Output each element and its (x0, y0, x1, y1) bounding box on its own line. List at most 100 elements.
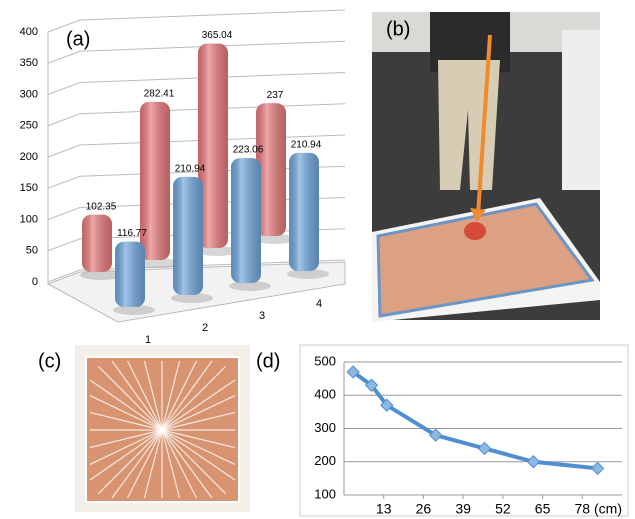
coil-trace (161, 395, 236, 431)
value-label: 210.94 (291, 140, 322, 151)
coil-trace (143, 429, 163, 499)
coil-trace (161, 411, 236, 431)
x-tick-label: 39 (455, 501, 471, 517)
bar-shine (289, 152, 319, 271)
coil-array (376, 202, 595, 318)
bar-shine (173, 176, 203, 295)
bar-shine (231, 158, 261, 283)
coil-trace (161, 379, 236, 431)
x-tick-label: 26 (416, 501, 432, 517)
bar-shadow (138, 258, 180, 268)
x-tick-label: 1 (145, 334, 151, 346)
coil-trace (89, 429, 163, 465)
marker (346, 365, 360, 379)
x-tick-label: 52 (495, 501, 511, 517)
y-tick-label: 350 (20, 57, 38, 69)
coil-trace (161, 365, 227, 431)
arrow (476, 34, 492, 216)
coil-trace (89, 379, 163, 431)
coil-trace (161, 429, 181, 499)
x-tick-label: 13 (376, 501, 392, 517)
photo-b: (b) (372, 12, 600, 322)
panel-label: (b) (386, 18, 410, 40)
coil-trace (111, 429, 163, 499)
y-tick-label: 500 (314, 353, 336, 368)
bar-shadow (196, 246, 238, 256)
bar-shine (115, 241, 145, 307)
value-label: 237 (267, 90, 284, 101)
panel-label: (d) (256, 350, 280, 372)
coil-trace (97, 365, 163, 431)
marker (590, 461, 605, 476)
coil-trace (161, 429, 236, 465)
grid-line (47, 40, 346, 64)
y-tick-label: 300 (20, 88, 38, 100)
x-axis-label: (cm) (594, 501, 622, 517)
bar-shine (140, 101, 170, 260)
coil-trace (143, 360, 163, 431)
value-label: 365.04 (202, 30, 233, 41)
y-tick-label: 100 (314, 486, 336, 501)
coil-trace (89, 429, 163, 481)
bar-shadow (113, 305, 155, 315)
bar-shine (256, 103, 286, 236)
x-tick-label: 2 (202, 322, 208, 334)
coil-trace (89, 411, 163, 431)
bar-shine (82, 214, 112, 272)
y-tick-label: 50 (26, 245, 38, 257)
panel-label: (c) (38, 350, 61, 372)
coil-trace (161, 360, 197, 431)
y-tick-label: 0 (32, 276, 38, 288)
value-label: 116.77 (117, 228, 147, 239)
grid-line (47, 103, 346, 127)
value-label: 102.35 (86, 201, 117, 212)
coil-trace (89, 395, 163, 431)
coil-trace (89, 429, 163, 449)
bar-shadow (254, 234, 296, 244)
arrow-head (470, 208, 486, 222)
bar-shadow (80, 270, 122, 280)
x-tick-label: 65 (535, 501, 551, 517)
coil-trace (127, 429, 163, 499)
coil-trace (161, 360, 181, 431)
coil-trace (127, 360, 163, 431)
y-tick-label: 400 (20, 26, 38, 38)
coil-trace (161, 429, 213, 499)
marker (477, 441, 492, 456)
panel-label: (a) (66, 28, 90, 50)
receiver (464, 222, 486, 240)
x-tick-label: 4 (316, 298, 322, 310)
coil-trace (161, 429, 236, 481)
grid-line (47, 9, 346, 33)
y-tick-label: 200 (20, 151, 38, 163)
y-tick-label: 400 (314, 387, 336, 402)
panel-frame (299, 344, 629, 517)
chair (562, 30, 600, 190)
coil-trace (161, 429, 236, 449)
coil-trace (161, 429, 227, 495)
x-tick-label: 3 (259, 310, 265, 322)
coil-trace (161, 360, 213, 431)
grid-line (47, 72, 346, 95)
marker (364, 378, 379, 392)
value-label: 282.41 (144, 88, 175, 99)
y-tick-label: 150 (20, 182, 38, 194)
x-tick-label: 78 (574, 501, 590, 517)
line (351, 370, 598, 471)
coil-trace (161, 429, 197, 499)
value-label: 223.06 (233, 145, 264, 156)
value-label: 210.94 (175, 164, 206, 175)
bar-shadow (229, 281, 271, 291)
coil-trace (111, 360, 163, 431)
bar-shadow (287, 269, 329, 279)
y-tick-label: 300 (314, 420, 336, 435)
coil-trace (97, 429, 163, 495)
marker (380, 398, 394, 412)
y-tick-label: 250 (20, 120, 38, 132)
bar-shine (198, 43, 228, 248)
marker (526, 455, 541, 469)
bar-shadow (171, 293, 213, 303)
marker (428, 428, 443, 442)
y-tick-label: 200 (314, 453, 336, 468)
